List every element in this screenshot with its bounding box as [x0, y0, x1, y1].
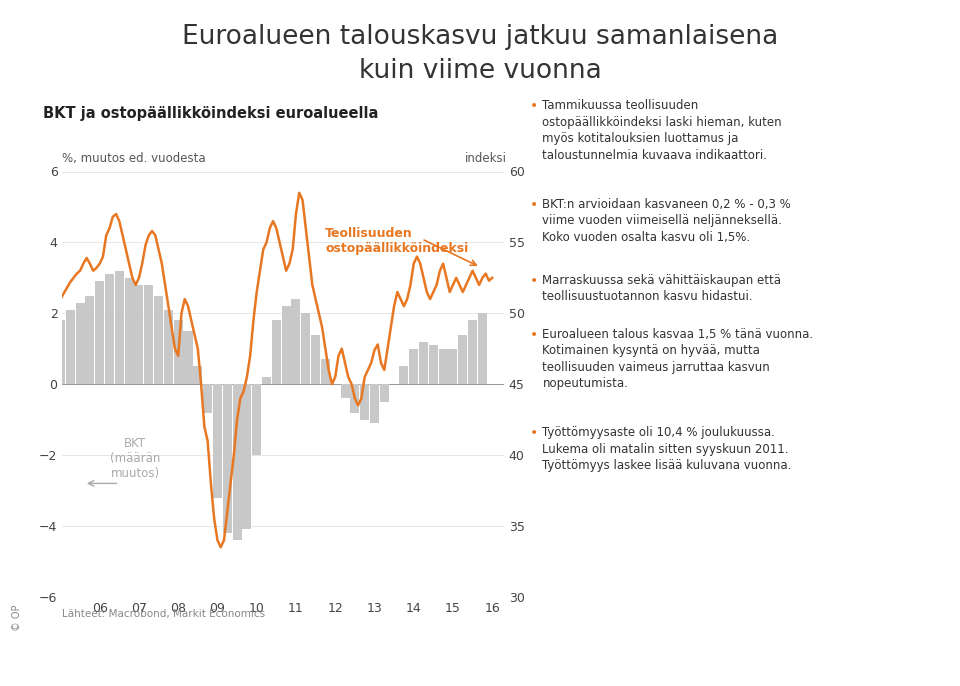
- Bar: [468, 320, 477, 384]
- Bar: [419, 342, 428, 384]
- Bar: [292, 299, 300, 384]
- Bar: [409, 348, 419, 384]
- Bar: [174, 320, 182, 384]
- Text: •: •: [530, 99, 539, 113]
- Bar: [448, 348, 458, 384]
- Bar: [164, 310, 173, 384]
- Text: BKT ja ostopäällikköindeksi euroalueella: BKT ja ostopäällikköindeksi euroalueella: [43, 106, 378, 121]
- Bar: [360, 384, 370, 420]
- Text: indeksi: indeksi: [465, 152, 507, 165]
- Bar: [272, 320, 281, 384]
- Bar: [223, 384, 231, 533]
- Bar: [193, 366, 203, 384]
- Bar: [252, 384, 261, 455]
- Text: •: •: [530, 198, 539, 211]
- Bar: [183, 331, 193, 384]
- Bar: [429, 345, 438, 384]
- Text: Euroalueen talous kasvaa 1,5 % tänä vuonna.
Kotimainen kysyntä on hyvää, mutta
t: Euroalueen talous kasvaa 1,5 % tänä vuon…: [542, 328, 813, 390]
- Text: © OP: © OP: [12, 604, 21, 631]
- Text: Marraskuussa sekä vähittäiskaupan että
teollisuustuotannon kasvu hidastui.: Marraskuussa sekä vähittäiskaupan että t…: [542, 274, 781, 303]
- Bar: [478, 314, 487, 384]
- Text: •: •: [530, 328, 539, 342]
- Bar: [350, 384, 359, 412]
- Text: OP: OP: [877, 642, 908, 661]
- Bar: [399, 366, 408, 384]
- Bar: [281, 306, 291, 384]
- Bar: [439, 348, 447, 384]
- Bar: [242, 384, 252, 530]
- Bar: [232, 384, 242, 540]
- Bar: [380, 384, 389, 402]
- Text: Teollisuuden
ostopäällikköindeksi: Teollisuuden ostopäällikköindeksi: [325, 227, 468, 255]
- Bar: [321, 359, 330, 384]
- Bar: [56, 320, 65, 384]
- Bar: [301, 314, 310, 384]
- Bar: [76, 303, 84, 384]
- Bar: [105, 274, 114, 384]
- Bar: [144, 285, 154, 384]
- Bar: [204, 384, 212, 412]
- Text: •: •: [530, 274, 539, 287]
- Bar: [458, 335, 468, 384]
- Bar: [65, 310, 75, 384]
- Text: kuin viime vuonna: kuin viime vuonna: [359, 58, 601, 84]
- Text: Tammikuussa teollisuuden
ostopäällikköindeksi laski hieman, kuten
myös kotitalou: Tammikuussa teollisuuden ostopäällikköin…: [542, 99, 782, 162]
- Text: BKT:n arvioidaan kasvaneen 0,2 % - 0,3 %
viime vuoden viimeisellä neljänneksellä: BKT:n arvioidaan kasvaneen 0,2 % - 0,3 %…: [542, 198, 791, 244]
- Text: Työttömyysaste oli 10,4 % joulukuussa.
Lukema oli matalin sitten syyskuun 2011.
: Työttömyysaste oli 10,4 % joulukuussa. L…: [542, 426, 792, 472]
- Text: Lähteet: Macrobond, Markit Economics: Lähteet: Macrobond, Markit Economics: [62, 609, 266, 619]
- Bar: [95, 281, 105, 384]
- Bar: [125, 278, 133, 384]
- Bar: [213, 384, 222, 497]
- Text: BKT
(määrän
muutos): BKT (määrän muutos): [109, 438, 160, 480]
- Text: %, muutos ed. vuodesta: %, muutos ed. vuodesta: [62, 152, 206, 165]
- Bar: [134, 285, 143, 384]
- Bar: [262, 377, 271, 384]
- Bar: [115, 271, 124, 384]
- Bar: [341, 384, 349, 399]
- Text: Euroalueen talouskasvu jatkuu samanlaisena: Euroalueen talouskasvu jatkuu samanlaise…: [181, 24, 779, 50]
- Text: •: •: [530, 426, 539, 440]
- Bar: [154, 296, 163, 384]
- Bar: [370, 384, 379, 423]
- Bar: [311, 335, 320, 384]
- Bar: [85, 296, 94, 384]
